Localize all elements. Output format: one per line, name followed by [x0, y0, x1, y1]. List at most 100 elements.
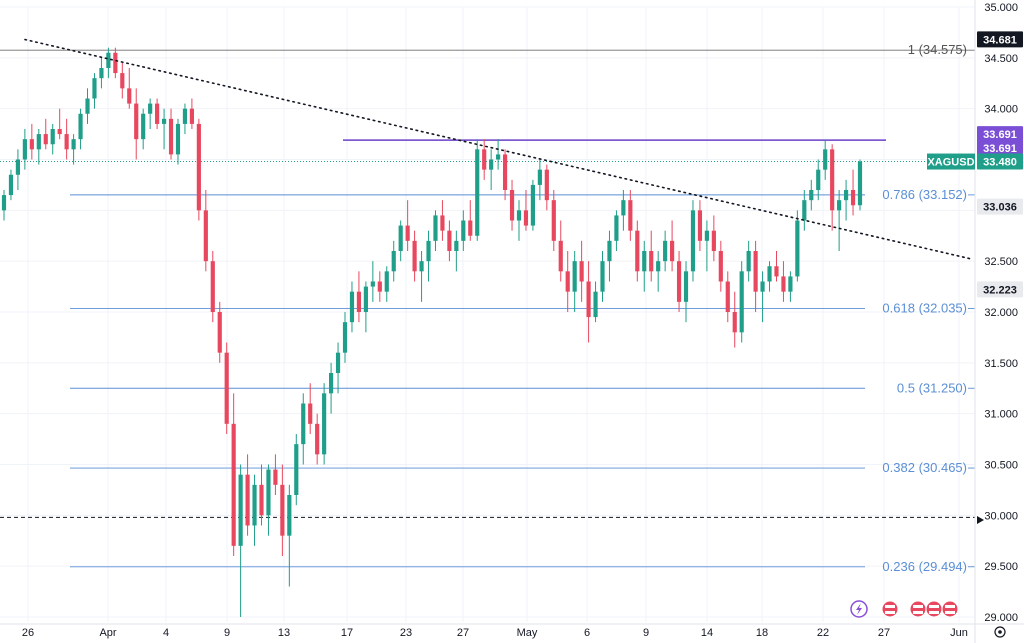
candle-body — [22, 139, 27, 160]
candle-body — [426, 240, 431, 262]
candle-body — [850, 190, 856, 206]
flag-stripe — [913, 611, 923, 614]
candle-body — [391, 251, 396, 272]
price-tag — [977, 281, 1023, 298]
candle-body — [739, 271, 744, 333]
candle-body — [537, 169, 542, 185]
candle-body — [287, 495, 292, 536]
candle-body — [210, 261, 215, 312]
time-axis-tick: 17 — [341, 627, 353, 639]
candle-body — [572, 261, 577, 292]
candle-body — [593, 291, 598, 318]
price-axis-tick: 31.500 — [984, 358, 1018, 370]
time-axis-tick: 18 — [756, 627, 768, 639]
price-tag — [977, 126, 1023, 143]
candle-body — [161, 118, 167, 124]
candle-body — [280, 484, 285, 536]
candle-body — [802, 200, 807, 221]
level-marker-icon — [977, 516, 984, 524]
candle-body — [468, 220, 473, 236]
candle-body — [127, 88, 132, 104]
candle-body — [753, 251, 758, 292]
symbol-tag — [927, 153, 975, 170]
candle-body — [732, 312, 737, 333]
candle-body — [106, 52, 111, 68]
time-axis-tick: 26 — [22, 627, 34, 639]
candle-body — [440, 215, 445, 231]
price-tag — [977, 153, 1023, 170]
candle-body — [837, 200, 842, 211]
candle-body — [656, 261, 661, 272]
price-tag — [977, 31, 1023, 48]
candle-body — [628, 200, 633, 231]
candle-body — [683, 271, 689, 302]
candle-body — [676, 261, 682, 302]
fib-level-label: 0.786 (33.152) — [882, 187, 967, 202]
time-axis-tick: Jun — [950, 627, 968, 639]
candle-body — [767, 266, 772, 282]
candle-body — [231, 423, 236, 546]
price-axis-tick: 34.500 — [984, 53, 1018, 65]
time-axis-tick: 23 — [400, 627, 412, 639]
time-axis-tick: 22 — [817, 627, 829, 639]
candle-body — [475, 149, 480, 236]
price-axis-tick: 30.000 — [984, 510, 1018, 522]
candle-body — [579, 261, 584, 282]
candle-body — [433, 215, 438, 241]
candle-body — [454, 240, 459, 251]
trend-line[interactable] — [24, 38, 973, 260]
candle-body — [85, 98, 90, 114]
flag-icon[interactable] — [925, 600, 943, 618]
candle-body — [57, 129, 62, 135]
flag-stripe — [885, 605, 895, 608]
candle-body — [586, 281, 591, 318]
candle-body — [43, 134, 48, 145]
time-axis-tick: May — [517, 627, 538, 639]
price-axis-tick: 34.000 — [984, 104, 1018, 116]
candle-body — [273, 469, 278, 485]
candle-body — [830, 149, 835, 211]
candle-body — [774, 266, 779, 277]
candle-body — [482, 149, 487, 170]
candle-body — [718, 251, 723, 282]
candle-body — [370, 281, 375, 287]
candle-body — [148, 103, 153, 114]
price-tag-value: 33.036 — [983, 202, 1017, 214]
candle-body — [711, 230, 716, 251]
flag-icon[interactable] — [941, 600, 959, 618]
candle-body — [461, 220, 466, 241]
candle-body — [266, 469, 271, 516]
time-axis-tick: 13 — [278, 627, 290, 639]
candle-body — [663, 240, 668, 262]
candle-body — [238, 474, 243, 546]
candle-body — [635, 230, 640, 272]
flag-stripe — [913, 605, 923, 608]
flag-stripe — [885, 611, 895, 614]
flag-icon[interactable] — [881, 600, 899, 618]
candle-body — [384, 271, 389, 292]
time-axis-tick: 4 — [163, 627, 169, 639]
candle-body — [342, 322, 348, 353]
time-axis-tick: 27 — [878, 627, 890, 639]
lightning-icon[interactable] — [850, 600, 868, 618]
candle-body — [509, 190, 515, 221]
candle-body — [857, 161, 863, 206]
candle-body — [697, 210, 703, 241]
candle-body — [551, 200, 556, 241]
settings-gear-icon[interactable] — [994, 626, 1006, 638]
candle-body — [50, 129, 55, 145]
candle-body — [196, 123, 201, 211]
candle-body — [523, 210, 529, 226]
fib-level-label: 0.236 (29.494) — [882, 559, 967, 574]
candle-body — [155, 103, 160, 124]
time-axis-tick: 6 — [584, 627, 590, 639]
candle-body — [377, 281, 382, 292]
candle-body — [141, 113, 146, 140]
flag-icon[interactable] — [909, 600, 927, 618]
candle-body — [843, 190, 849, 201]
fib-level-label: 1 (34.575) — [908, 42, 967, 57]
candle-body — [502, 154, 508, 190]
candle-body — [64, 134, 69, 150]
